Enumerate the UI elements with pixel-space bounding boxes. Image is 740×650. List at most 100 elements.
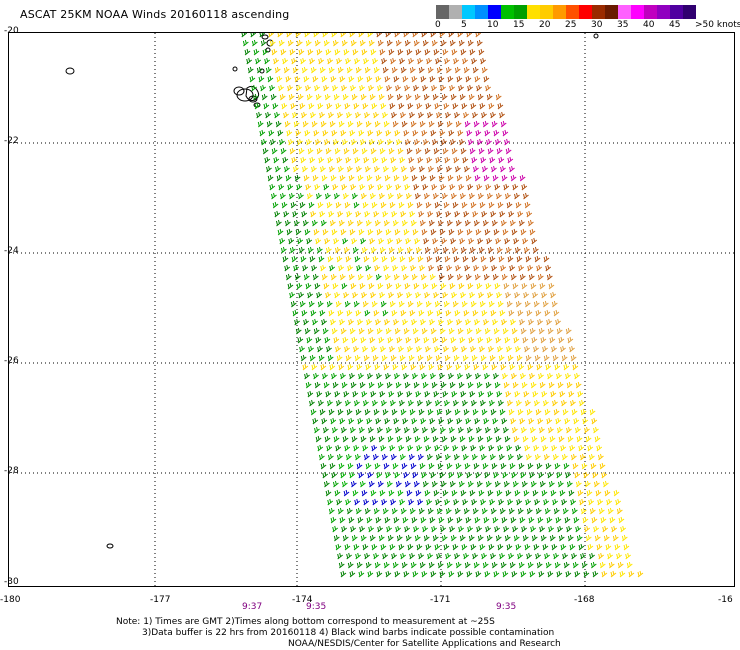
wind-barb xyxy=(529,372,535,380)
wind-barb xyxy=(430,570,437,578)
wind-barb xyxy=(451,48,458,56)
wind-barb xyxy=(425,345,431,353)
wind-barb xyxy=(556,372,562,380)
wind-barb xyxy=(571,408,578,416)
wind-barb xyxy=(406,291,413,299)
wind-barb xyxy=(548,282,555,290)
wind-barb xyxy=(454,111,460,119)
wind-barb xyxy=(442,489,449,497)
wind-barb xyxy=(422,426,428,434)
wind-barb xyxy=(404,183,411,191)
wind-barb xyxy=(575,426,581,434)
wind-barb xyxy=(347,219,354,227)
wind-barb xyxy=(420,516,427,524)
wind-barb xyxy=(499,111,505,119)
wind-barb xyxy=(550,291,557,299)
wind-barb xyxy=(362,345,368,353)
wind-barb xyxy=(275,120,282,128)
wind-barb xyxy=(310,210,317,218)
wind-barb xyxy=(522,534,529,542)
wind-barb xyxy=(319,408,326,416)
wind-barb xyxy=(482,120,489,128)
wind-barb xyxy=(478,246,485,254)
wind-barb xyxy=(463,309,470,317)
wind-barb xyxy=(458,282,465,290)
wind-barb xyxy=(329,363,336,371)
wind-barb xyxy=(298,246,305,254)
wind-barb xyxy=(519,318,525,326)
wind-barb xyxy=(493,570,500,578)
wind-barb xyxy=(602,480,609,488)
wind-barb xyxy=(398,444,405,452)
wind-barb xyxy=(521,480,528,488)
wind-barb xyxy=(382,408,389,416)
wind-barb xyxy=(348,273,355,281)
wind-barb xyxy=(468,93,475,101)
wind-barb xyxy=(409,66,416,74)
wind-barb xyxy=(324,138,330,146)
wind-barb xyxy=(552,354,559,362)
wind-barb xyxy=(255,57,262,65)
wind-barb xyxy=(365,219,372,227)
wind-barb xyxy=(576,435,583,443)
wind-barb xyxy=(479,543,486,551)
wind-barb xyxy=(492,273,499,281)
wind-map[interactable] xyxy=(8,32,736,588)
wind-barb xyxy=(388,291,395,299)
wind-barb xyxy=(398,300,405,308)
wind-barb xyxy=(432,138,438,146)
wind-barb xyxy=(419,264,426,272)
wind-barb xyxy=(388,246,395,254)
wind-barb xyxy=(251,84,257,92)
wind-barb xyxy=(359,282,366,290)
wind-barb xyxy=(499,408,506,416)
wind-barb xyxy=(434,543,441,551)
wind-barb xyxy=(449,525,456,533)
wind-barb xyxy=(448,471,455,479)
wind-barb xyxy=(358,33,365,38)
wind-barb xyxy=(324,93,331,101)
wind-barb xyxy=(395,381,402,389)
wind-barb xyxy=(419,120,426,128)
wind-barb xyxy=(290,102,297,110)
wind-barb xyxy=(428,219,435,227)
wind-barb xyxy=(381,399,387,407)
wind-barb xyxy=(329,120,336,128)
wind-barb xyxy=(411,318,417,326)
wind-barb xyxy=(553,408,560,416)
wind-barb xyxy=(363,57,370,65)
wind-barb xyxy=(472,552,478,560)
wind-barb xyxy=(520,327,527,335)
wind-barb xyxy=(364,210,371,218)
wind-barb xyxy=(409,552,415,560)
wind-barb xyxy=(410,219,417,227)
wind-barb xyxy=(517,309,524,317)
wind-barb xyxy=(528,516,535,524)
wind-barb xyxy=(416,201,423,209)
wind-barb xyxy=(461,345,467,353)
wind-barb xyxy=(457,372,463,380)
wind-barb xyxy=(413,84,419,92)
wind-barb xyxy=(405,138,411,146)
wind-barb xyxy=(492,174,499,182)
wind-barb xyxy=(525,399,531,407)
wind-barb xyxy=(412,327,419,335)
wind-barb xyxy=(301,309,308,317)
wind-barb xyxy=(549,336,556,344)
wind-barb xyxy=(252,93,259,101)
wind-barb xyxy=(453,57,460,65)
wind-barb xyxy=(315,435,322,443)
wind-barb xyxy=(334,147,341,155)
wind-barb xyxy=(284,165,290,173)
wind-barb xyxy=(337,111,343,119)
wind-barb xyxy=(340,471,347,479)
wind-barb xyxy=(617,561,624,569)
wind-barb xyxy=(546,273,553,281)
wind-barb xyxy=(479,345,485,353)
wind-barb xyxy=(467,426,473,434)
wind-barb xyxy=(331,33,338,38)
wind-barb xyxy=(330,273,337,281)
wind-barb xyxy=(319,66,326,74)
wind-barb xyxy=(486,435,493,443)
wind-barb xyxy=(425,300,432,308)
